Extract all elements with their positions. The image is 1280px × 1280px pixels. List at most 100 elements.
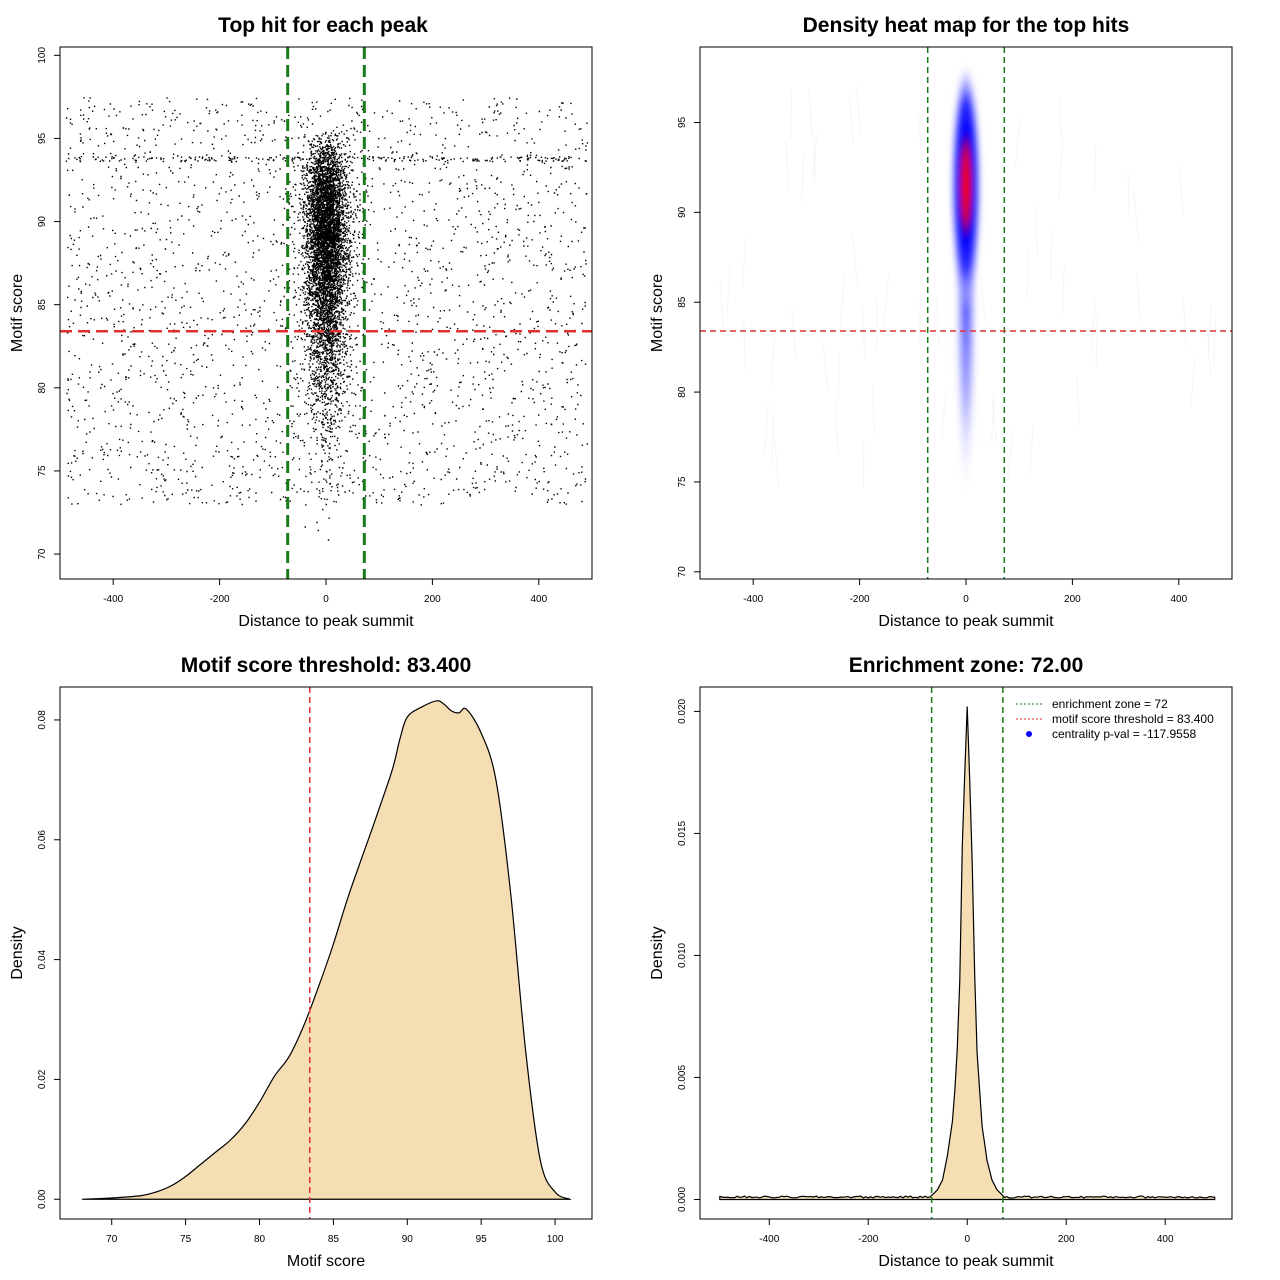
density-streak — [839, 276, 845, 327]
y-tick-label: 0.015 — [677, 820, 688, 845]
y-axis: 0.000 0.005 0.010 0.015 0.020 — [677, 698, 700, 1212]
x-tick-label: 200 — [424, 594, 441, 605]
y-tick-label: 90 — [677, 206, 688, 218]
density-heat — [719, 60, 1217, 503]
x-tick-label: 80 — [254, 1234, 266, 1245]
density-area — [719, 706, 1216, 1201]
density-streak — [771, 415, 775, 466]
x-axis: -400 -200 0 200 400 — [759, 1219, 1174, 1245]
x-axis-label: Distance to peak summit — [878, 1253, 1054, 1270]
density-streak — [837, 353, 841, 404]
density-streak — [1095, 315, 1098, 366]
y-tick-label: 70 — [37, 548, 48, 560]
density-streak — [774, 437, 779, 488]
density-streak — [790, 90, 793, 141]
density-streak — [1136, 271, 1141, 322]
x-tick-label: -200 — [858, 1234, 878, 1245]
density-area — [82, 700, 572, 1200]
density-streak — [1014, 117, 1021, 168]
density-streak — [834, 402, 840, 453]
density-streak — [770, 335, 776, 387]
panel-title: Top hit for each peak — [218, 14, 428, 37]
density-streak — [743, 320, 746, 371]
x-tick-label: 95 — [476, 1234, 488, 1245]
scatter-points — [65, 97, 589, 541]
legend: enrichment zone = 72 motif score thresho… — [1016, 697, 1214, 741]
x-tick-label: 200 — [1064, 594, 1081, 605]
density-streak — [801, 152, 805, 203]
x-tick-label: 400 — [1170, 594, 1187, 605]
density-streak — [1090, 299, 1097, 351]
x-tick-label: 400 — [530, 594, 547, 605]
y-axis-label: Motif score — [649, 274, 666, 352]
x-tick-label: -200 — [850, 594, 870, 605]
density-streak — [941, 387, 947, 438]
panel-scatter: Top hit for each peak -400 -200 0 200 400 70… — [9, 14, 593, 630]
density-streak — [808, 87, 813, 138]
y-axis: 70 75 80 85 90 95 100 — [37, 47, 60, 560]
panel-title: Density heat map for the top hits — [803, 14, 1130, 37]
density-core — [950, 60, 982, 311]
density-streak — [883, 275, 890, 326]
density-streak — [919, 294, 921, 345]
density-streak — [719, 278, 724, 329]
x-tick-label: 100 — [547, 1234, 564, 1245]
x-tick-label: 70 — [106, 1234, 118, 1245]
density-streak — [1190, 354, 1196, 405]
y-tick-label: 0.04 — [37, 949, 48, 969]
y-tick-label: 0.000 — [677, 1187, 688, 1212]
density-streak — [1076, 376, 1081, 427]
legend-entry: centrality p-val = -117.9558 — [1052, 727, 1197, 741]
x-tick-label: 85 — [328, 1234, 340, 1245]
x-tick-label: 90 — [402, 1234, 414, 1245]
density-streak — [1178, 166, 1184, 217]
density-streak — [848, 93, 854, 144]
x-axis: -400 -200 0 200 400 — [103, 579, 548, 605]
density-streak — [991, 393, 997, 444]
x-tick-label: -400 — [759, 1234, 779, 1245]
x-axis-label: Distance to peak summit — [878, 613, 1054, 630]
plot-frame — [699, 686, 1233, 1220]
y-tick-label: 0.010 — [677, 942, 688, 967]
density-streak — [991, 392, 996, 443]
density-streak — [1206, 325, 1211, 376]
density-streak — [764, 404, 769, 455]
y-axis-label: Density — [649, 926, 666, 979]
panel-title: Motif score threshold: 83.400 — [181, 654, 472, 677]
y-axis-label: Density — [9, 926, 26, 979]
density-streak — [1212, 316, 1217, 367]
density-streak — [1034, 206, 1039, 257]
x-axis: -400 -200 0 200 400 — [743, 579, 1188, 605]
data-points — [65, 97, 589, 541]
density-streak — [1062, 263, 1065, 314]
y-tick-label: 100 — [37, 47, 48, 64]
y-tick-label: 0.06 — [37, 830, 48, 850]
x-axis-label: Motif score — [287, 1253, 365, 1270]
y-tick-label: 95 — [37, 132, 48, 144]
density-streak — [1029, 426, 1034, 477]
legend-entry: enrichment zone = 72 — [1052, 697, 1168, 711]
y-axis: 0.00 0.02 0.04 0.06 0.08 — [37, 710, 60, 1209]
density-streak — [1026, 248, 1030, 299]
y-tick-label: 0.005 — [677, 1065, 688, 1090]
legend-swatch-centrality — [1026, 731, 1032, 737]
density-streak — [785, 142, 790, 193]
legend-entry: motif score threshold = 83.400 — [1052, 712, 1214, 726]
panel-title: Enrichment zone: 72.00 — [849, 654, 1084, 677]
density-streak — [917, 111, 923, 162]
density-streak — [1058, 148, 1063, 200]
x-tick-label: 200 — [1058, 1234, 1075, 1245]
density-streak — [822, 341, 829, 392]
y-tick-label: 80 — [37, 382, 48, 394]
reference-lines — [930, 687, 1004, 1219]
y-tick-label: 90 — [37, 216, 48, 228]
x-tick-label: 400 — [1157, 1234, 1174, 1245]
y-axis: 70 75 80 85 90 95 — [677, 116, 700, 577]
y-tick-label: 75 — [37, 465, 48, 477]
density-streak — [812, 130, 816, 182]
density-streak — [872, 384, 875, 435]
density-streak — [980, 272, 986, 323]
y-tick-label: 0.02 — [37, 1069, 48, 1089]
plot-frame — [59, 686, 593, 1220]
